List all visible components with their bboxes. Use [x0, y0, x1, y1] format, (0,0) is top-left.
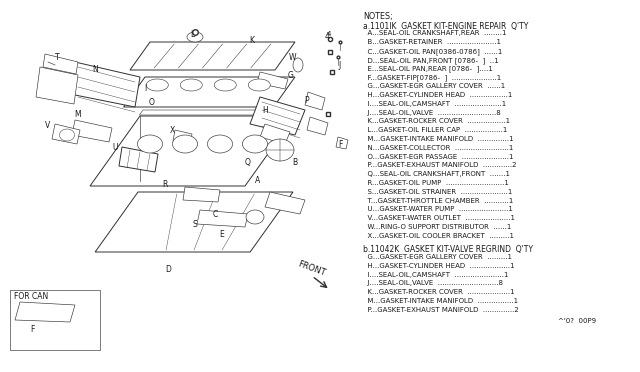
- Text: J: J: [339, 61, 341, 70]
- Text: L: L: [190, 29, 194, 38]
- Text: E: E: [220, 230, 225, 238]
- Polygon shape: [183, 187, 220, 202]
- Ellipse shape: [138, 135, 163, 153]
- Text: I: I: [144, 83, 146, 93]
- Text: L...GASKET-OIL FILLER CAP  .................1: L...GASKET-OIL FILLER CAP ..............…: [363, 127, 508, 133]
- Text: G...GASKET-EGR GALLERY COVER  ......1: G...GASKET-EGR GALLERY COVER ......1: [363, 83, 505, 89]
- Text: NOTES;: NOTES;: [363, 12, 393, 21]
- Text: H: H: [262, 106, 268, 115]
- Text: B...GASKET-RETAINER  ......................1: B...GASKET-RETAINER ....................…: [363, 39, 501, 45]
- Text: O...GASKET-EGR PASSAGE  .....................1: O...GASKET-EGR PASSAGE .................…: [363, 154, 513, 160]
- Text: M: M: [75, 109, 81, 119]
- Text: M...GASKET-INTAKE MANIFOLD  ..............1: M...GASKET-INTAKE MANIFOLD .............…: [363, 136, 514, 142]
- Text: 4: 4: [324, 32, 330, 41]
- Polygon shape: [307, 117, 328, 135]
- Ellipse shape: [214, 79, 236, 91]
- Ellipse shape: [293, 58, 303, 72]
- Text: V: V: [45, 121, 51, 129]
- Text: P: P: [305, 96, 309, 105]
- Text: T...GASKET-THROTTLE CHAMBER  ...........1: T...GASKET-THROTTLE CHAMBER ...........1: [363, 198, 513, 204]
- Text: P...GASKET-EXHAUST MANIFOLD  ..............2: P...GASKET-EXHAUST MANIFOLD ............…: [363, 307, 519, 313]
- Text: T: T: [54, 52, 60, 61]
- Text: H...GASKET-CYLINDER HEAD  .................1: H...GASKET-CYLINDER HEAD ...............…: [363, 92, 513, 98]
- Ellipse shape: [248, 79, 270, 91]
- Text: a.1101IK  GASKET KIT-ENGINE REPAIR  Q'TY: a.1101IK GASKET KIT-ENGINE REPAIR Q'TY: [363, 22, 529, 31]
- Text: N: N: [92, 64, 98, 74]
- Polygon shape: [173, 130, 192, 144]
- Text: J....SEAL-OIL,VALVE  ...........................8: J....SEAL-OIL,VALVE ....................…: [363, 280, 503, 286]
- Ellipse shape: [147, 79, 168, 91]
- Polygon shape: [260, 124, 290, 144]
- Polygon shape: [257, 72, 288, 89]
- Text: X: X: [170, 125, 175, 135]
- Text: G...GASKET-EGR GALLERY COVER  .........1: G...GASKET-EGR GALLERY COVER .........1: [363, 254, 512, 260]
- Text: B: B: [292, 157, 298, 167]
- Text: V...GASKET-WATER OUTLET  ....................1: V...GASKET-WATER OUTLET ................…: [363, 215, 515, 221]
- Ellipse shape: [266, 139, 294, 161]
- Polygon shape: [72, 120, 112, 142]
- Text: M...GASKET-INTAKE MANIFOLD  ................1: M...GASKET-INTAKE MANIFOLD .............…: [363, 298, 518, 304]
- Polygon shape: [43, 54, 78, 74]
- Text: b.11042K  GASKET KIT-VALVE REGRIND  Q'TY: b.11042K GASKET KIT-VALVE REGRIND Q'TY: [363, 245, 533, 254]
- Text: Q...SEAL-OIL CRANKSHAFT,FRONT  .......1: Q...SEAL-OIL CRANKSHAFT,FRONT .......1: [363, 171, 510, 177]
- Text: FOR CAN: FOR CAN: [14, 292, 48, 301]
- Text: I....SEAL-OIL,CAMSHAFT  ......................1: I....SEAL-OIL,CAMSHAFT .................…: [363, 272, 509, 278]
- Text: U: U: [112, 142, 118, 151]
- Text: A...SEAL-OIL CRANKSHAFT,REAR  ........1: A...SEAL-OIL CRANKSHAFT,REAR ........1: [363, 31, 506, 36]
- Text: G: G: [288, 71, 294, 80]
- Text: C...GASKET-OIL PAN[0386-0786]  ......1: C...GASKET-OIL PAN[0386-0786] ......1: [363, 48, 502, 55]
- Text: P...GASKET-EXHAUST MANIFOLD  .............2: P...GASKET-EXHAUST MANIFOLD ............…: [363, 163, 516, 169]
- Text: K: K: [250, 35, 255, 45]
- Polygon shape: [197, 210, 248, 227]
- Text: X...GASKET-OIL COOLER BRACKET  .........1: X...GASKET-OIL COOLER BRACKET .........1: [363, 233, 514, 239]
- Text: H...GASKET-CYLINDER HEAD  ..................1: H...GASKET-CYLINDER HEAD ...............…: [363, 263, 515, 269]
- Text: N...GASKET-COLLECTOR  ........................1: N...GASKET-COLLECTOR ...................…: [363, 145, 513, 151]
- Text: W...RING-O SUPPORT DISTRIBUTOR  ......1: W...RING-O SUPPORT DISTRIBUTOR ......1: [363, 224, 511, 230]
- Text: D: D: [165, 264, 171, 273]
- Text: R...GASKET-OIL PUMP  ..........................1: R...GASKET-OIL PUMP ....................…: [363, 180, 509, 186]
- Text: E...SEAL-OIL PAN,REAR [0786-  ]....1: E...SEAL-OIL PAN,REAR [0786- ]....1: [363, 66, 493, 73]
- Ellipse shape: [180, 79, 202, 91]
- Ellipse shape: [173, 135, 198, 153]
- Polygon shape: [250, 97, 305, 135]
- Text: S: S: [193, 219, 197, 228]
- Text: S...GASKET-OIL STRAINER  .....................1: S...GASKET-OIL STRAINER ................…: [363, 189, 513, 195]
- Polygon shape: [265, 192, 305, 214]
- Polygon shape: [70, 62, 140, 107]
- Polygon shape: [52, 124, 80, 144]
- Bar: [10, 290, 100, 350]
- Text: K...GASKET-ROCKER COVER  ...................1: K...GASKET-ROCKER COVER ................…: [363, 289, 515, 295]
- Text: R: R: [163, 180, 168, 189]
- Text: D...SEAL-OIL PAN,FRONT [0786-  ]  ..1: D...SEAL-OIL PAN,FRONT [0786- ] ..1: [363, 57, 499, 64]
- Polygon shape: [336, 137, 348, 149]
- Text: A: A: [255, 176, 260, 185]
- Text: 4: 4: [327, 31, 331, 37]
- Text: F: F: [30, 325, 35, 334]
- Text: O: O: [149, 97, 155, 106]
- Polygon shape: [305, 92, 325, 110]
- Text: ^'0?  00P9: ^'0? 00P9: [558, 318, 596, 324]
- Ellipse shape: [243, 135, 268, 153]
- Polygon shape: [36, 67, 78, 104]
- Polygon shape: [119, 147, 158, 172]
- Ellipse shape: [246, 210, 264, 224]
- Text: C: C: [212, 209, 218, 218]
- Text: F: F: [338, 140, 342, 148]
- Text: W: W: [289, 52, 297, 61]
- Text: J....SEAL-OIL,VALVE  ..........................8: J....SEAL-OIL,VALVE ....................…: [363, 110, 500, 116]
- Ellipse shape: [187, 32, 203, 42]
- Text: Q: Q: [245, 157, 251, 167]
- Text: K...GASKET-ROCKER COVER  .................1: K...GASKET-ROCKER COVER ................…: [363, 118, 510, 125]
- Ellipse shape: [207, 135, 232, 153]
- Text: FRONT: FRONT: [296, 260, 326, 278]
- Text: U...GASKET-WATER PUMP  ......................1: U...GASKET-WATER PUMP ..................…: [363, 206, 513, 212]
- Text: I....SEAL-OIL,CAMSHAFT  .....................1: I....SEAL-OIL,CAMSHAFT .................…: [363, 101, 506, 107]
- Text: F...GASKET-FIP[0786-  ]  ....................1: F...GASKET-FIP[0786- ] .................…: [363, 74, 501, 81]
